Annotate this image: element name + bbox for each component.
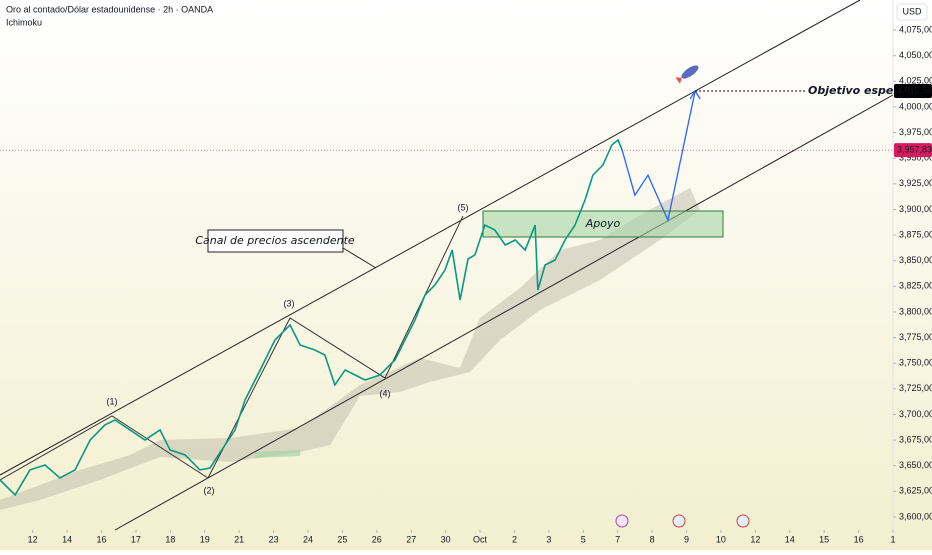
y-tick-label: 4,050,000 xyxy=(899,50,932,60)
x-tick-label: 23 xyxy=(269,534,279,544)
y-tick-label: 3,750,000 xyxy=(899,358,932,368)
y-tick-label: 3,900,000 xyxy=(899,204,932,214)
channel-label-pointer xyxy=(342,247,377,269)
event-icon[interactable] xyxy=(736,514,750,528)
wave-label: (2) xyxy=(204,485,215,495)
ichimoku-cloud xyxy=(0,188,700,510)
wave-label: (3) xyxy=(284,298,295,308)
x-tick-label: 14 xyxy=(785,534,795,544)
x-tick-label: 18 xyxy=(165,534,175,544)
channel-lower xyxy=(114,94,894,531)
x-tick-label: 16 xyxy=(854,534,864,544)
channel-upper xyxy=(0,0,861,476)
price-line xyxy=(0,138,623,497)
x-tick-label: 10 xyxy=(716,534,726,544)
y-tick-label: 3,925,000 xyxy=(899,178,932,188)
x-tick-label: 8 xyxy=(650,534,655,544)
price-tag-label: 3,957,835 xyxy=(897,145,932,155)
currency: USD xyxy=(902,6,922,16)
x-tick-label: 14 xyxy=(62,534,72,544)
y-tick-label: 3,600,000 xyxy=(899,511,932,521)
x-tick-label: 24 xyxy=(303,534,313,544)
price-tag xyxy=(894,83,932,98)
rocket-icon xyxy=(675,65,699,84)
y-tick-label: 3,650,000 xyxy=(899,460,932,470)
channel-label-box xyxy=(207,229,344,253)
x-tick-label: 17 xyxy=(131,534,141,544)
channel-label: Canal de precios ascendente xyxy=(195,234,355,247)
y-tick-label: 3,775,000 xyxy=(899,332,932,342)
x-tick-label: 16 xyxy=(97,534,107,544)
y-tick-label: 3,875,000 xyxy=(899,229,932,239)
support-zone xyxy=(482,210,724,238)
y-tick-label: 4,075,000 xyxy=(899,24,932,34)
currency-box[interactable] xyxy=(896,3,928,21)
x-tick-label: 9 xyxy=(684,534,689,544)
wave-label: (1) xyxy=(107,396,118,406)
x-tick-label: 26 xyxy=(372,534,382,544)
x-tick-label: 15 xyxy=(819,534,829,544)
y-tick-label: 3,625,000 xyxy=(899,486,932,496)
ichimoku-cloud-green xyxy=(255,450,300,458)
x-tick-label: 27 xyxy=(406,534,416,544)
x-tick-label: Oct xyxy=(473,534,488,544)
y-tick-label: 3,800,000 xyxy=(899,306,932,316)
support-label: Apoyo xyxy=(585,217,621,230)
y-tick-label: 3,725,000 xyxy=(899,383,932,393)
price-tag xyxy=(894,143,932,158)
y-tick-label: 3,825,000 xyxy=(899,281,932,291)
wave-label: (5) xyxy=(458,202,469,212)
y-tick-label: 3,675,000 xyxy=(899,434,932,444)
wave-label: (4) xyxy=(380,388,391,398)
x-tick-label: 7 xyxy=(615,534,620,544)
y-tick-label: 4,000,000 xyxy=(899,101,932,111)
y-tick-label: 3,950,000 xyxy=(899,153,932,163)
x-tick-label: 30 xyxy=(441,534,451,544)
target-label: Objetivo esperado xyxy=(808,84,922,97)
plot: 3,600,000 3,625,000 3,650,000 3,675,000 3,70… xyxy=(0,24,932,544)
x-tick-label: 12 xyxy=(750,534,760,544)
y-tick-label: 3,700,000 xyxy=(899,409,932,419)
x-tick-label: 2 xyxy=(512,534,517,544)
event-icon[interactable] xyxy=(672,514,686,528)
y-tick-label: 4,025,000 xyxy=(899,76,932,86)
x-tick-label: 19 xyxy=(200,534,210,544)
wave-lines xyxy=(0,215,464,481)
x-tick-label: 5 xyxy=(581,534,586,544)
event-icon[interactable] xyxy=(615,514,629,528)
x-tick-label: 1 xyxy=(890,534,895,544)
indicator-name: Ichimoku xyxy=(6,17,42,27)
x-tick-label: 3 xyxy=(546,534,551,544)
y-tick-label: 3,850,000 xyxy=(899,255,932,265)
price-tag-label: 4,015,580 xyxy=(897,85,932,95)
x-tick-label: 21 xyxy=(234,534,244,544)
chart-title: Oro al contado/Dólar estadounidense · 2h… xyxy=(6,4,213,14)
y-tick-label: 3,975,000 xyxy=(899,127,932,137)
price-line xyxy=(621,90,696,223)
x-tick-label: 12 xyxy=(28,534,38,544)
x-tick-label: 25 xyxy=(337,534,347,544)
